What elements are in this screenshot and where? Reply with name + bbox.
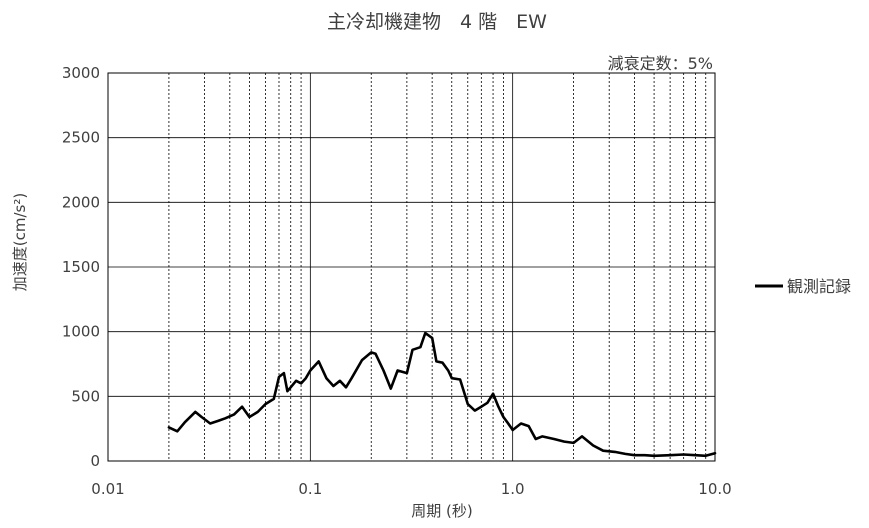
damping-annotation: 減衰定数：5% <box>608 54 713 73</box>
legend-label: 観測記録 <box>787 277 851 296</box>
y-tick-label: 3000 <box>62 64 100 82</box>
y-tick-label: 1500 <box>62 258 100 276</box>
series-layer <box>167 331 717 458</box>
x-tick-label: 1.0 <box>501 480 525 498</box>
x-tick-label: 0.01 <box>91 480 124 498</box>
y-tick-label: 2000 <box>62 193 100 211</box>
major-gridlines <box>107 72 716 462</box>
y-tick-label: 1000 <box>62 323 100 341</box>
y-tick-label: 2500 <box>62 129 100 147</box>
series-line-observed <box>167 331 717 458</box>
legend: 観測記録 <box>755 277 851 296</box>
chart-title: 主冷却機建物 4 階 EW <box>327 11 547 33</box>
x-axis-label: 周期 (秒) <box>411 502 472 520</box>
y-axis-label: 加速度(cm/s²) <box>11 193 29 291</box>
y-tick-labels: 0 500 1000 1500 2000 2500 3000 <box>62 64 100 470</box>
y-tick-label: 500 <box>71 387 100 405</box>
x-tick-label: 10.0 <box>698 480 731 498</box>
plot-area-border <box>107 72 716 462</box>
y-tick-label: 0 <box>90 452 100 470</box>
x-tick-label: 0.1 <box>298 480 322 498</box>
x-tick-labels: 0.01 0.1 1.0 10.0 <box>91 480 731 498</box>
